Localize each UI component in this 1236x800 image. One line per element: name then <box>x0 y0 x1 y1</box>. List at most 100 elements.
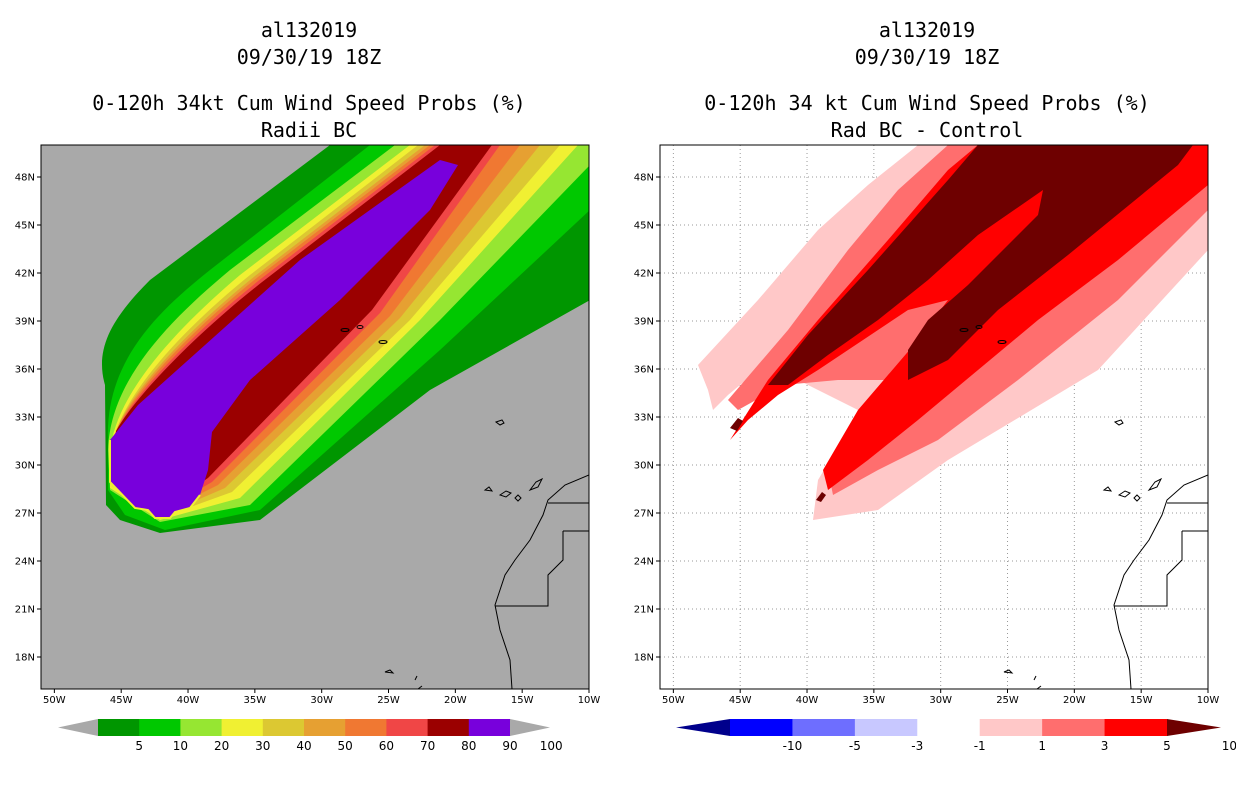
colorbar-box <box>180 719 223 736</box>
x-tick-label: 50W <box>43 695 66 706</box>
product-title: 0-120h 34 kt Cum Wind Speed Probs (%) <box>704 91 1150 115</box>
colorbar-label: 5 <box>1163 739 1171 753</box>
y-tick-label: 33N <box>634 413 654 424</box>
x-tick-label: 10W <box>1197 695 1220 706</box>
y-tick-label: 42N <box>15 269 35 280</box>
y-tick-label: 24N <box>15 557 35 568</box>
x-tick-label: 35W <box>863 695 886 706</box>
x-tick-label: 20W <box>444 695 467 706</box>
y-tick-label: 39N <box>15 317 35 328</box>
axes: 50W 45W 40W 35W 30W 25W 20W 15W 10W 48N 45N 42N 39N 3… <box>15 173 601 707</box>
probability-map: 50W 45W 40W 35W 30W 25W 20W 15W 10W 48N 45N 42N 39N 3… <box>15 144 601 753</box>
subtitle: Radii BC <box>260 118 358 142</box>
colorbar-box <box>221 719 264 736</box>
y-tick-label: 21N <box>15 605 35 616</box>
x-tick-label: 45W <box>110 695 133 706</box>
y-tick-label: 45N <box>15 221 35 232</box>
colorbar-box <box>792 719 856 736</box>
colorbar-label: 90 <box>502 739 517 753</box>
colorbar-label: 70 <box>420 739 435 753</box>
y-tick-label: 39N <box>634 317 654 328</box>
colorbar-label: -3 <box>911 739 923 753</box>
x-tick-label: 40W <box>796 695 819 706</box>
colorbar-box <box>304 719 346 736</box>
axes: 50W 45W 40W 35W 30W 25W 20W 15W 10W 48N 45N 42N 39N 3… <box>634 173 1220 707</box>
colorbar-box <box>386 719 429 736</box>
colorbar-box <box>427 719 470 736</box>
x-tick-label: 10W <box>578 695 601 706</box>
x-tick-label: 25W <box>996 695 1019 706</box>
colorbar-arrow-low <box>58 719 98 736</box>
y-tick-label: 30N <box>15 461 35 472</box>
colorbar-box <box>1104 719 1168 736</box>
x-tick-label: 15W <box>511 695 534 706</box>
y-tick-label: 33N <box>15 413 35 424</box>
contour-gt10 <box>768 145 1193 385</box>
colorbar-label: 20 <box>214 739 229 753</box>
y-tick-label: 30N <box>634 461 654 472</box>
coastlines <box>340 325 589 689</box>
colorbar-box <box>979 719 1043 736</box>
colorbar-box <box>139 719 181 736</box>
y-tick-label: 48N <box>634 173 654 184</box>
x-tick-label: 15W <box>1130 695 1153 706</box>
colorbar-label: 10 <box>173 739 188 753</box>
x-tick-label: 30W <box>310 695 333 706</box>
left-chart-panel: al132019 09/30/19 18Z 0-120h 34kt Cum Wi… <box>15 18 601 753</box>
date-title: 09/30/19 18Z <box>236 45 382 69</box>
contour-100-edge <box>109 440 201 519</box>
colorbar-box <box>262 719 305 736</box>
colorbar-label: 3 <box>1101 739 1109 753</box>
colorbar-label: 40 <box>296 739 311 753</box>
colorbar-label: 5 <box>135 739 143 753</box>
storm-id-title: al132019 <box>260 18 358 42</box>
colorbar-label: 30 <box>255 739 270 753</box>
colorbar-label: 60 <box>379 739 394 753</box>
x-tick-label: 30W <box>929 695 952 706</box>
x-tick-label: 45W <box>729 695 752 706</box>
subtitle: Rad BC - Control <box>830 118 1024 142</box>
y-tick-label: 27N <box>15 509 35 520</box>
x-tick-label: 35W <box>244 695 267 706</box>
colorbar-label: -10 <box>783 739 803 753</box>
y-tick-label: 48N <box>15 173 35 184</box>
colorbar-label: -5 <box>849 739 861 753</box>
y-tick-label: 36N <box>634 365 654 376</box>
colorbar-box <box>1042 719 1106 736</box>
y-tick-label: 42N <box>634 269 654 280</box>
colorbar-box <box>468 719 511 736</box>
colorbar: 5 10 20 30 40 50 60 70 80 90 100 <box>58 719 563 753</box>
contour-90 <box>110 160 458 518</box>
storm-id-title: al132019 <box>878 18 976 42</box>
colorbar-box <box>345 719 387 736</box>
colorbar-box <box>917 719 981 736</box>
colorbar-arrow-low <box>676 719 730 736</box>
y-tick-label: 18N <box>634 653 654 664</box>
y-tick-label: 36N <box>15 365 35 376</box>
right-chart-panel: al132019 09/30/19 18Z 0-120h 34 kt Cum W… <box>618 0 1236 800</box>
contour-gt10-tip-1 <box>730 418 743 431</box>
colorbar-box <box>730 719 793 736</box>
probability-swath <box>102 145 589 533</box>
y-tick-label: 45N <box>634 221 654 232</box>
colorbar-arrow-high <box>510 719 550 736</box>
difference-contours <box>698 145 1208 520</box>
colorbar-box <box>854 719 918 736</box>
difference-map: 50W 45W 40W 35W 30W 25W 20W 15W 10W 48N 45N 42N 39N 3… <box>634 144 1236 753</box>
colorbar-label: 1 <box>1038 739 1046 753</box>
y-tick-label: 21N <box>634 605 654 616</box>
colorbar-label: 50 <box>338 739 353 753</box>
colorbar-label: 10 <box>1222 739 1236 753</box>
y-tick-label: 24N <box>634 557 654 568</box>
x-tick-label: 50W <box>662 695 685 706</box>
contour-gt10-tip-2 <box>816 492 826 502</box>
y-tick-label: 18N <box>15 653 35 664</box>
coastlines <box>959 325 1208 689</box>
colorbar-label: 80 <box>461 739 476 753</box>
colorbar-box <box>98 719 140 736</box>
product-title: 0-120h 34kt Cum Wind Speed Probs (%) <box>92 91 526 115</box>
colorbar-arrow-high <box>1167 719 1221 736</box>
colorbar: -10 -5 -3 -1 1 3 5 10 <box>676 719 1236 753</box>
colorbar-label: -1 <box>974 739 986 753</box>
date-title: 09/30/19 18Z <box>854 45 1000 69</box>
